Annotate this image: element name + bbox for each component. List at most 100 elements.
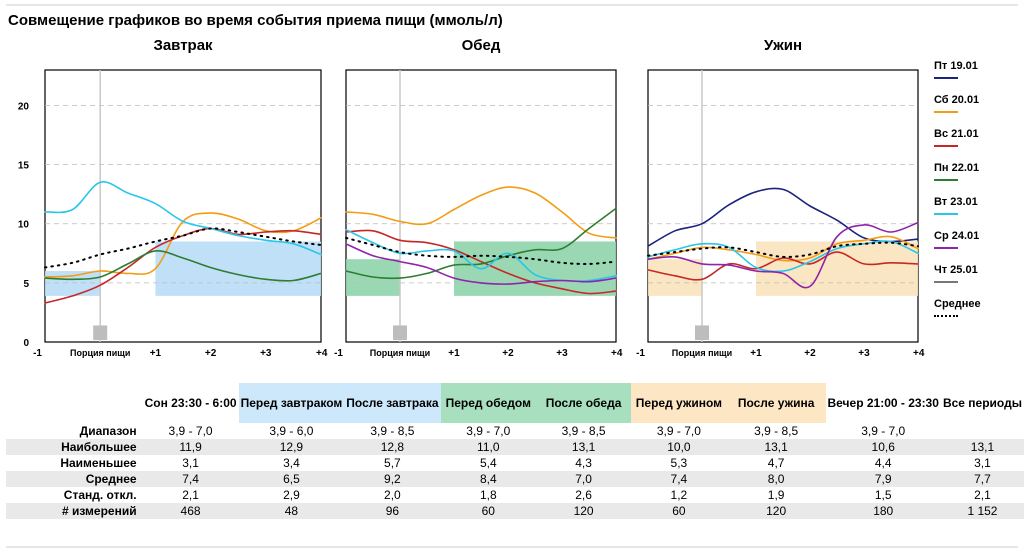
series-line bbox=[345, 186, 617, 239]
table-cell: 3,9 - 7,0 bbox=[168, 424, 213, 438]
table-cell: 13,1 bbox=[726, 439, 826, 455]
legend-label: Пт 19.01 bbox=[934, 60, 978, 72]
table-cell: 11,0 bbox=[440, 439, 537, 455]
table-cell: 3,1 bbox=[182, 456, 199, 470]
table-cell: 1,5 bbox=[874, 488, 892, 502]
legend-label: Вс 21.01 bbox=[934, 128, 979, 140]
legend-swatch bbox=[934, 77, 958, 79]
chart-panel-1: Завтрак 0 5 10 15 20 -1 Порция пищи +1 +2 +3 +4 bbox=[18, 37, 328, 359]
table-cell: 60 bbox=[440, 503, 537, 519]
x-tick-label: +4 bbox=[316, 348, 328, 359]
legend-swatch bbox=[934, 111, 958, 113]
chart-title: Ужин bbox=[764, 37, 802, 54]
table-cell: 9,2 bbox=[344, 471, 441, 487]
x-tick-label: -1 bbox=[334, 348, 343, 359]
table-cell: 48 bbox=[238, 503, 345, 519]
chart-frame bbox=[44, 69, 322, 343]
row-label: Диапазон bbox=[79, 424, 137, 438]
legend-label: Пн 22.01 bbox=[934, 162, 980, 174]
target-range-band bbox=[648, 259, 702, 296]
table-header-row: Сон 23:30 - 6:00 Перед завтраком После зав… bbox=[6, 383, 1024, 423]
table-cell: 3,9 - 7,0 bbox=[656, 424, 701, 438]
legend-label: Чт 25.01 bbox=[934, 264, 978, 276]
table-cell: 1,8 bbox=[479, 488, 497, 502]
series-line bbox=[44, 227, 322, 304]
meal-portion-marker bbox=[93, 325, 108, 340]
column-header: После завтрака bbox=[344, 383, 441, 423]
x-tick-label: -1 bbox=[33, 348, 42, 359]
chart-frame bbox=[647, 69, 919, 343]
row-label: Среднее bbox=[6, 471, 143, 487]
table-cell: 8,0 bbox=[726, 471, 826, 487]
top-divider bbox=[6, 4, 1018, 6]
row-label: Наибольшее bbox=[6, 439, 143, 455]
stats-table: Сон 23:30 - 6:00 Перед завтраком После зав… bbox=[6, 383, 1024, 519]
series-line bbox=[44, 250, 322, 282]
table-row: Станд. откл. 2,1 2,9 2,0 1,8 2,6 1,2 1,9 1,5 2,1 bbox=[6, 487, 1024, 503]
table-cell: 5,7 bbox=[384, 456, 401, 470]
legend-swatch bbox=[934, 247, 958, 249]
table-cell: 10,0 bbox=[631, 439, 727, 455]
x-tick-label: +4 bbox=[913, 348, 925, 359]
table-cell bbox=[941, 423, 1024, 439]
x-tick-label: Порция пищи bbox=[370, 348, 430, 358]
page-title: Совмещение графиков во время события при… bbox=[8, 12, 503, 29]
x-tick-label: +2 bbox=[804, 348, 816, 359]
table-cell: 13,1 bbox=[536, 439, 632, 455]
y-tick-label: 10 bbox=[18, 220, 30, 231]
y-tick-label: 15 bbox=[18, 161, 30, 172]
series-line bbox=[44, 181, 322, 256]
series-line bbox=[44, 227, 322, 269]
column-header: Перед завтраком bbox=[238, 383, 345, 423]
table-cell: 3,9 - 7,0 bbox=[861, 424, 906, 438]
table-cell: 3,9 - 8,5 bbox=[370, 424, 415, 438]
x-tick-label: +1 bbox=[448, 348, 460, 359]
chart-panel-3: Ужин -1 Порция пищи +1 +2 +3 +4 bbox=[636, 37, 925, 359]
bottom-divider bbox=[6, 546, 1018, 548]
table-cell: 8,4 bbox=[440, 471, 537, 487]
series-line bbox=[647, 251, 919, 281]
table-cell: 96 bbox=[344, 503, 441, 519]
table-cell: 4,3 bbox=[575, 456, 592, 470]
column-header: Перед обедом bbox=[440, 383, 537, 423]
table-cell: 120 bbox=[536, 503, 632, 519]
table-cell: 4,4 bbox=[874, 456, 892, 470]
table-cell: 120 bbox=[726, 503, 826, 519]
table-cell: 3,1 bbox=[974, 456, 991, 470]
legend-label: Ср 24.01 bbox=[934, 230, 980, 242]
table-cell: 2,9 bbox=[283, 488, 300, 502]
x-tick-label: +2 bbox=[205, 348, 217, 359]
legend-label: Сб 20.01 bbox=[934, 94, 980, 106]
legend-swatch bbox=[934, 145, 958, 147]
meal-portion-marker bbox=[393, 325, 407, 340]
column-header: Вечер 21:00 - 23:30 bbox=[827, 395, 939, 410]
column-header: После обеда bbox=[536, 383, 632, 423]
table-cell: 3,9 - 8,5 bbox=[561, 424, 606, 438]
row-label: Наименьшее bbox=[60, 456, 137, 470]
table-cell: 1,2 bbox=[670, 488, 688, 502]
table-cell: 5,4 bbox=[479, 456, 497, 470]
table-row: Наименьшее 3,1 3,4 5,7 5,4 4,3 5,3 4,7 4,4 3,1 bbox=[6, 455, 1024, 471]
series-line bbox=[345, 236, 617, 265]
table-row: # измерений 468 48 96 60 120 60 120 180 1 152 bbox=[6, 503, 1024, 519]
column-header: Все периоды bbox=[942, 395, 1022, 410]
legend-label: Вт 23.01 bbox=[934, 196, 978, 208]
y-tick-label: 20 bbox=[18, 101, 30, 112]
table-cell: 7,4 bbox=[631, 471, 727, 487]
x-tick-label: +4 bbox=[611, 348, 623, 359]
row-label: Станд. откл. bbox=[63, 488, 137, 502]
legend-swatch bbox=[934, 315, 958, 317]
x-tick-label: +1 bbox=[750, 348, 762, 359]
series-line bbox=[647, 221, 919, 289]
chart-title: Завтрак bbox=[153, 37, 213, 54]
table-cell: 2,0 bbox=[384, 488, 401, 502]
row-label: # измерений bbox=[6, 503, 143, 519]
table-cell: 6,5 bbox=[238, 471, 345, 487]
column-header: Перед ужином bbox=[631, 383, 727, 423]
table-cell: 1,9 bbox=[767, 488, 785, 502]
table-cell: 12,8 bbox=[344, 439, 441, 455]
table-cell: 468 bbox=[142, 503, 239, 519]
table-cell: 3,4 bbox=[283, 456, 300, 470]
table-cell: 5,3 bbox=[670, 456, 688, 470]
